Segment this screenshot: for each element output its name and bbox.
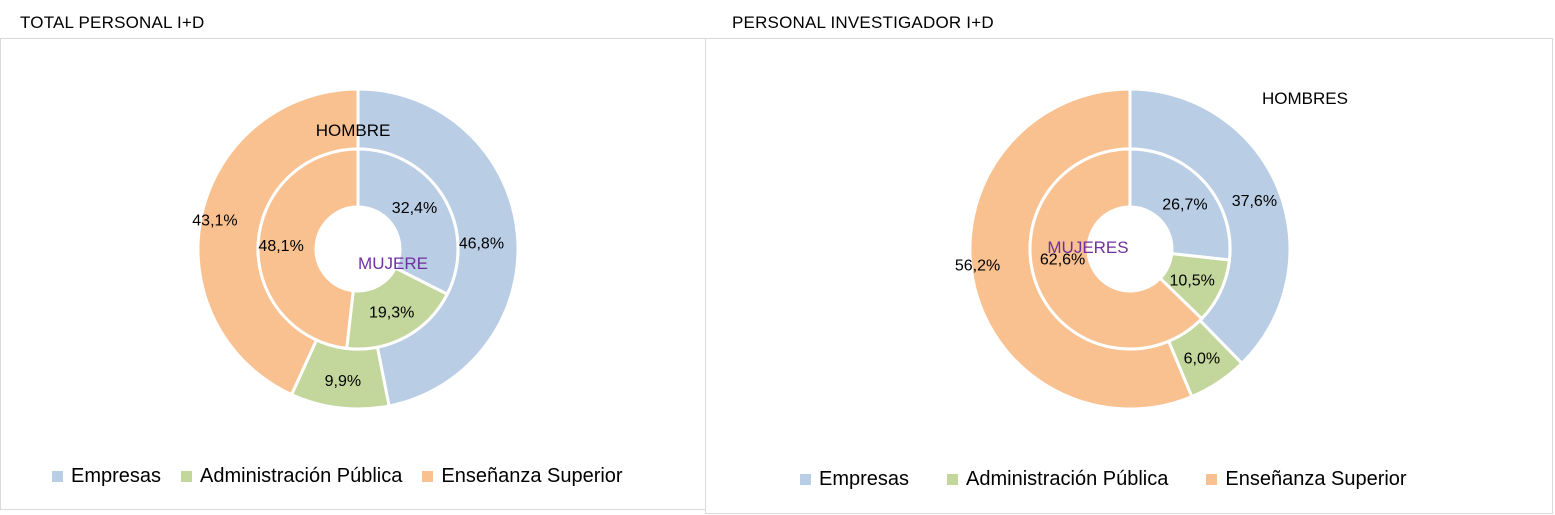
series-name-inner: MUJERES xyxy=(1047,238,1128,257)
slice-inner-empresas xyxy=(356,147,460,297)
legend-swatch-administracion xyxy=(947,474,959,485)
data-label-outer-ensenanza: 56,2% xyxy=(955,258,1000,275)
series-name-outer: HOMBRE xyxy=(316,121,391,140)
legend-swatch-empresas xyxy=(800,474,811,485)
data-label-inner-ensenanza: 62,6% xyxy=(1040,252,1085,269)
chart-2-legend: Empresas Administración Pública Enseñanz… xyxy=(800,468,1427,491)
data-label-inner-administracion: 19,3% xyxy=(369,305,414,322)
legend-label-empresas: Empresas xyxy=(71,465,162,487)
legend-item-administracion: Administración Pública xyxy=(947,468,1168,491)
legend-item-ensenanza: Enseñanza Superior xyxy=(422,465,623,488)
data-label-inner-ensenanza: 48,1% xyxy=(258,238,303,255)
legend-label-ensenanza: Enseñanza Superior xyxy=(441,465,623,487)
legend-item-ensenanza: Enseñanza Superior xyxy=(1206,468,1407,491)
data-label-inner-empresas: 26,7% xyxy=(1162,197,1207,214)
data-label-outer-empresas: 37,6% xyxy=(1232,193,1277,210)
chart-2-donut: 37,6% 6,0% 56,2% HOMBRES 26,7% 10,5% 62,6%MUJE… xyxy=(955,87,1348,411)
legend-label-administracion: Administración Pública xyxy=(966,468,1169,490)
chart-2-title: PERSONAL INVESTIGADOR I+D xyxy=(732,13,994,32)
chart-1-title: TOTAL PERSONAL I+D xyxy=(20,13,205,32)
legend-item-empresas: Empresas xyxy=(800,468,909,491)
chart-1-donut: 46,8% 9,9% 43,1% HOMBRE 32,4% 19,3% 48,1% MUJER… xyxy=(192,87,520,411)
slice-inner-empresas xyxy=(1128,147,1232,262)
data-label-inner-administracion: 10,5% xyxy=(1170,272,1215,289)
slice-inner-administracion xyxy=(345,265,450,351)
slice-inner-ensenanza xyxy=(256,147,360,351)
legend-swatch-ensenanza xyxy=(1206,474,1218,485)
series-name-inner: MUJERE xyxy=(358,254,428,273)
data-label-outer-administracion: 9,9% xyxy=(325,373,361,390)
data-label-inner-empresas: 32,4% xyxy=(392,200,437,217)
data-label-outer-empresas: 46,8% xyxy=(459,235,504,252)
legend-label-administracion: Administración Pública xyxy=(200,465,403,487)
data-label-outer-ensenanza: 43,1% xyxy=(192,212,237,229)
chart-1-legend: Empresas Administración Pública Enseñanz… xyxy=(52,465,643,488)
legend-swatch-empresas xyxy=(52,471,63,482)
slice-inner-ensenanza xyxy=(1028,147,1204,351)
legend-swatch-ensenanza xyxy=(422,471,434,482)
legend-swatch-administracion xyxy=(181,471,193,482)
legend-label-ensenanza: Enseñanza Superior xyxy=(1225,468,1407,490)
legend-label-empresas: Empresas xyxy=(819,468,910,490)
legend-item-administracion: Administración Pública xyxy=(181,465,402,488)
data-label-outer-administracion: 6,0% xyxy=(1184,350,1220,367)
series-name-outer: HOMBRES xyxy=(1262,89,1348,108)
legend-item-empresas: Empresas xyxy=(52,465,161,488)
